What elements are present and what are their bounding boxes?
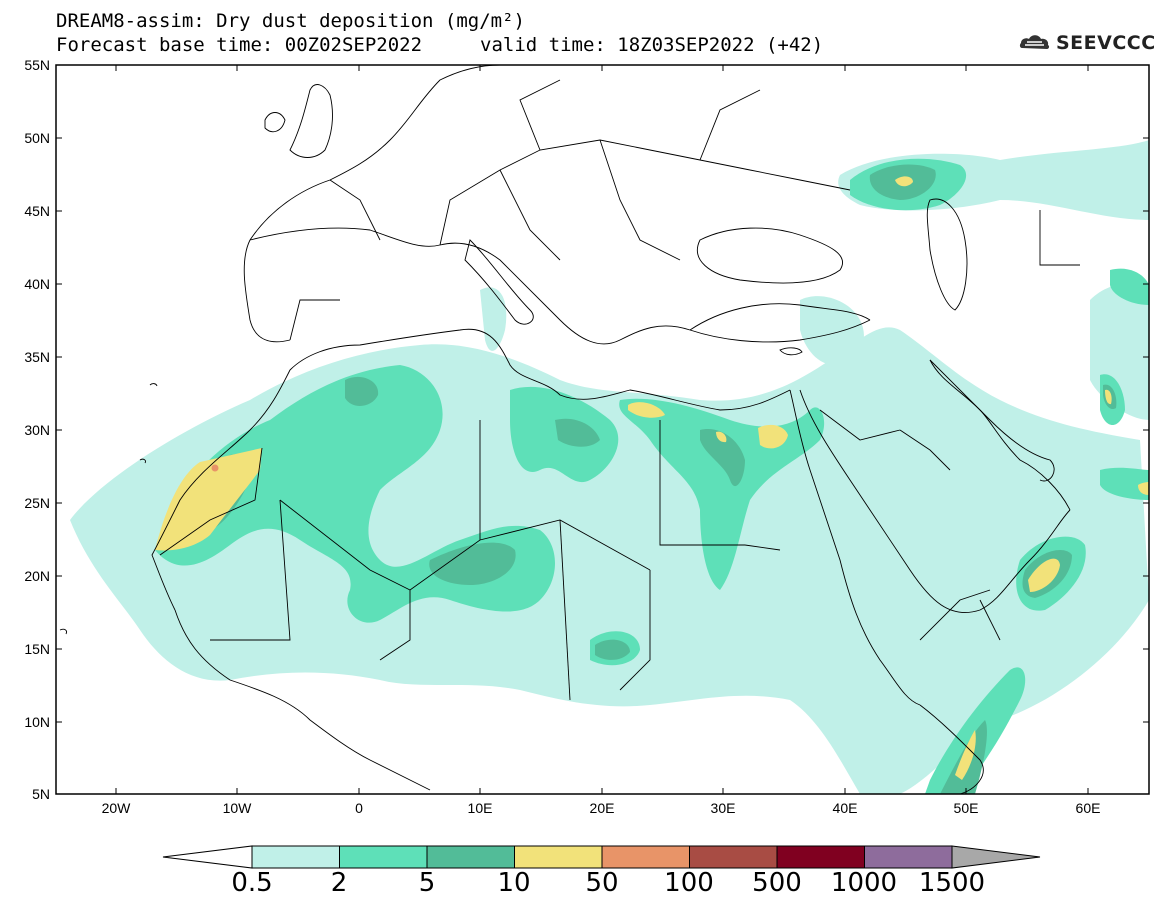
x-tick-label: 10E: [468, 800, 493, 816]
x-tick-label: 60E: [1076, 800, 1101, 816]
seevccc-logo: [1019, 35, 1050, 49]
colorbar-box: [514, 845, 603, 869]
x-tick-label: 20E: [590, 800, 615, 816]
y-tick-label: 50N: [24, 130, 50, 146]
x-tick-label: 40E: [833, 800, 858, 816]
x-axis-labels: 20W 10W 0 10E 20E 30E 40E 50E 60E: [102, 800, 1101, 816]
colorbar-box: [776, 845, 865, 869]
logo-text: SEEVCCC: [1056, 32, 1156, 54]
colorbar-box: [689, 845, 778, 869]
colorbar-label: 100: [664, 868, 714, 898]
colorbar-label: 500: [752, 868, 802, 898]
colorbar-under-triangle: [162, 845, 253, 869]
colorbar-box: [864, 845, 953, 869]
y-tick-label: 20N: [24, 568, 50, 584]
y-tick-label: 35N: [24, 349, 50, 365]
colorbar-box: [601, 845, 690, 869]
colorbar-label: 10: [497, 868, 531, 898]
map-title: DREAM8-assim: Dry dust deposition (mg/m²…: [56, 10, 525, 32]
y-tick-label: 30N: [24, 422, 50, 438]
valid-time: valid time: 18Z03SEP2022 (+42): [480, 34, 824, 56]
x-tick-label: 20W: [102, 800, 132, 816]
y-axis-labels: 55N 50N 45N 40N 35N 30N 25N 20N 15N 10N …: [24, 57, 50, 802]
y-tick-label: 15N: [24, 641, 50, 657]
y-tick-label: 40N: [24, 276, 50, 292]
x-tick-label: 50E: [954, 800, 979, 816]
y-tick-label: 10N: [24, 714, 50, 730]
x-tick-label: 10W: [223, 800, 253, 816]
dust-level-peak: [211, 464, 219, 472]
colorbar-box: [426, 845, 515, 869]
y-tick-label: 55N: [24, 57, 50, 73]
colorbar-box: [339, 845, 428, 869]
colorbar-label: 1000: [830, 868, 898, 898]
coastlines-borders: [59, 65, 1080, 794]
dust-field-layer: [70, 140, 1149, 794]
y-tick-label: 25N: [24, 495, 50, 511]
colorbar-boxes: [251, 845, 953, 869]
colorbar-label: 5: [418, 868, 436, 898]
tick-marks: [56, 64, 1149, 794]
y-tick-label: 5N: [32, 786, 50, 802]
colorbar: [162, 845, 1041, 869]
x-tick-label: 0: [355, 800, 363, 816]
y-tick-label: 45N: [24, 203, 50, 219]
colorbar-label: 0.5: [231, 868, 273, 898]
colorbar-box: [251, 845, 340, 869]
dust-level-high: [155, 176, 1149, 780]
colorbar-label: 1500: [918, 868, 986, 898]
forecast-base-time: Forecast base time: 00Z02SEP2022: [56, 34, 423, 56]
x-tick-label: 30E: [711, 800, 736, 816]
colorbar-over-triangle: [951, 845, 1041, 869]
colorbar-label: 2: [330, 868, 348, 898]
colorbar-label: 50: [585, 868, 619, 898]
